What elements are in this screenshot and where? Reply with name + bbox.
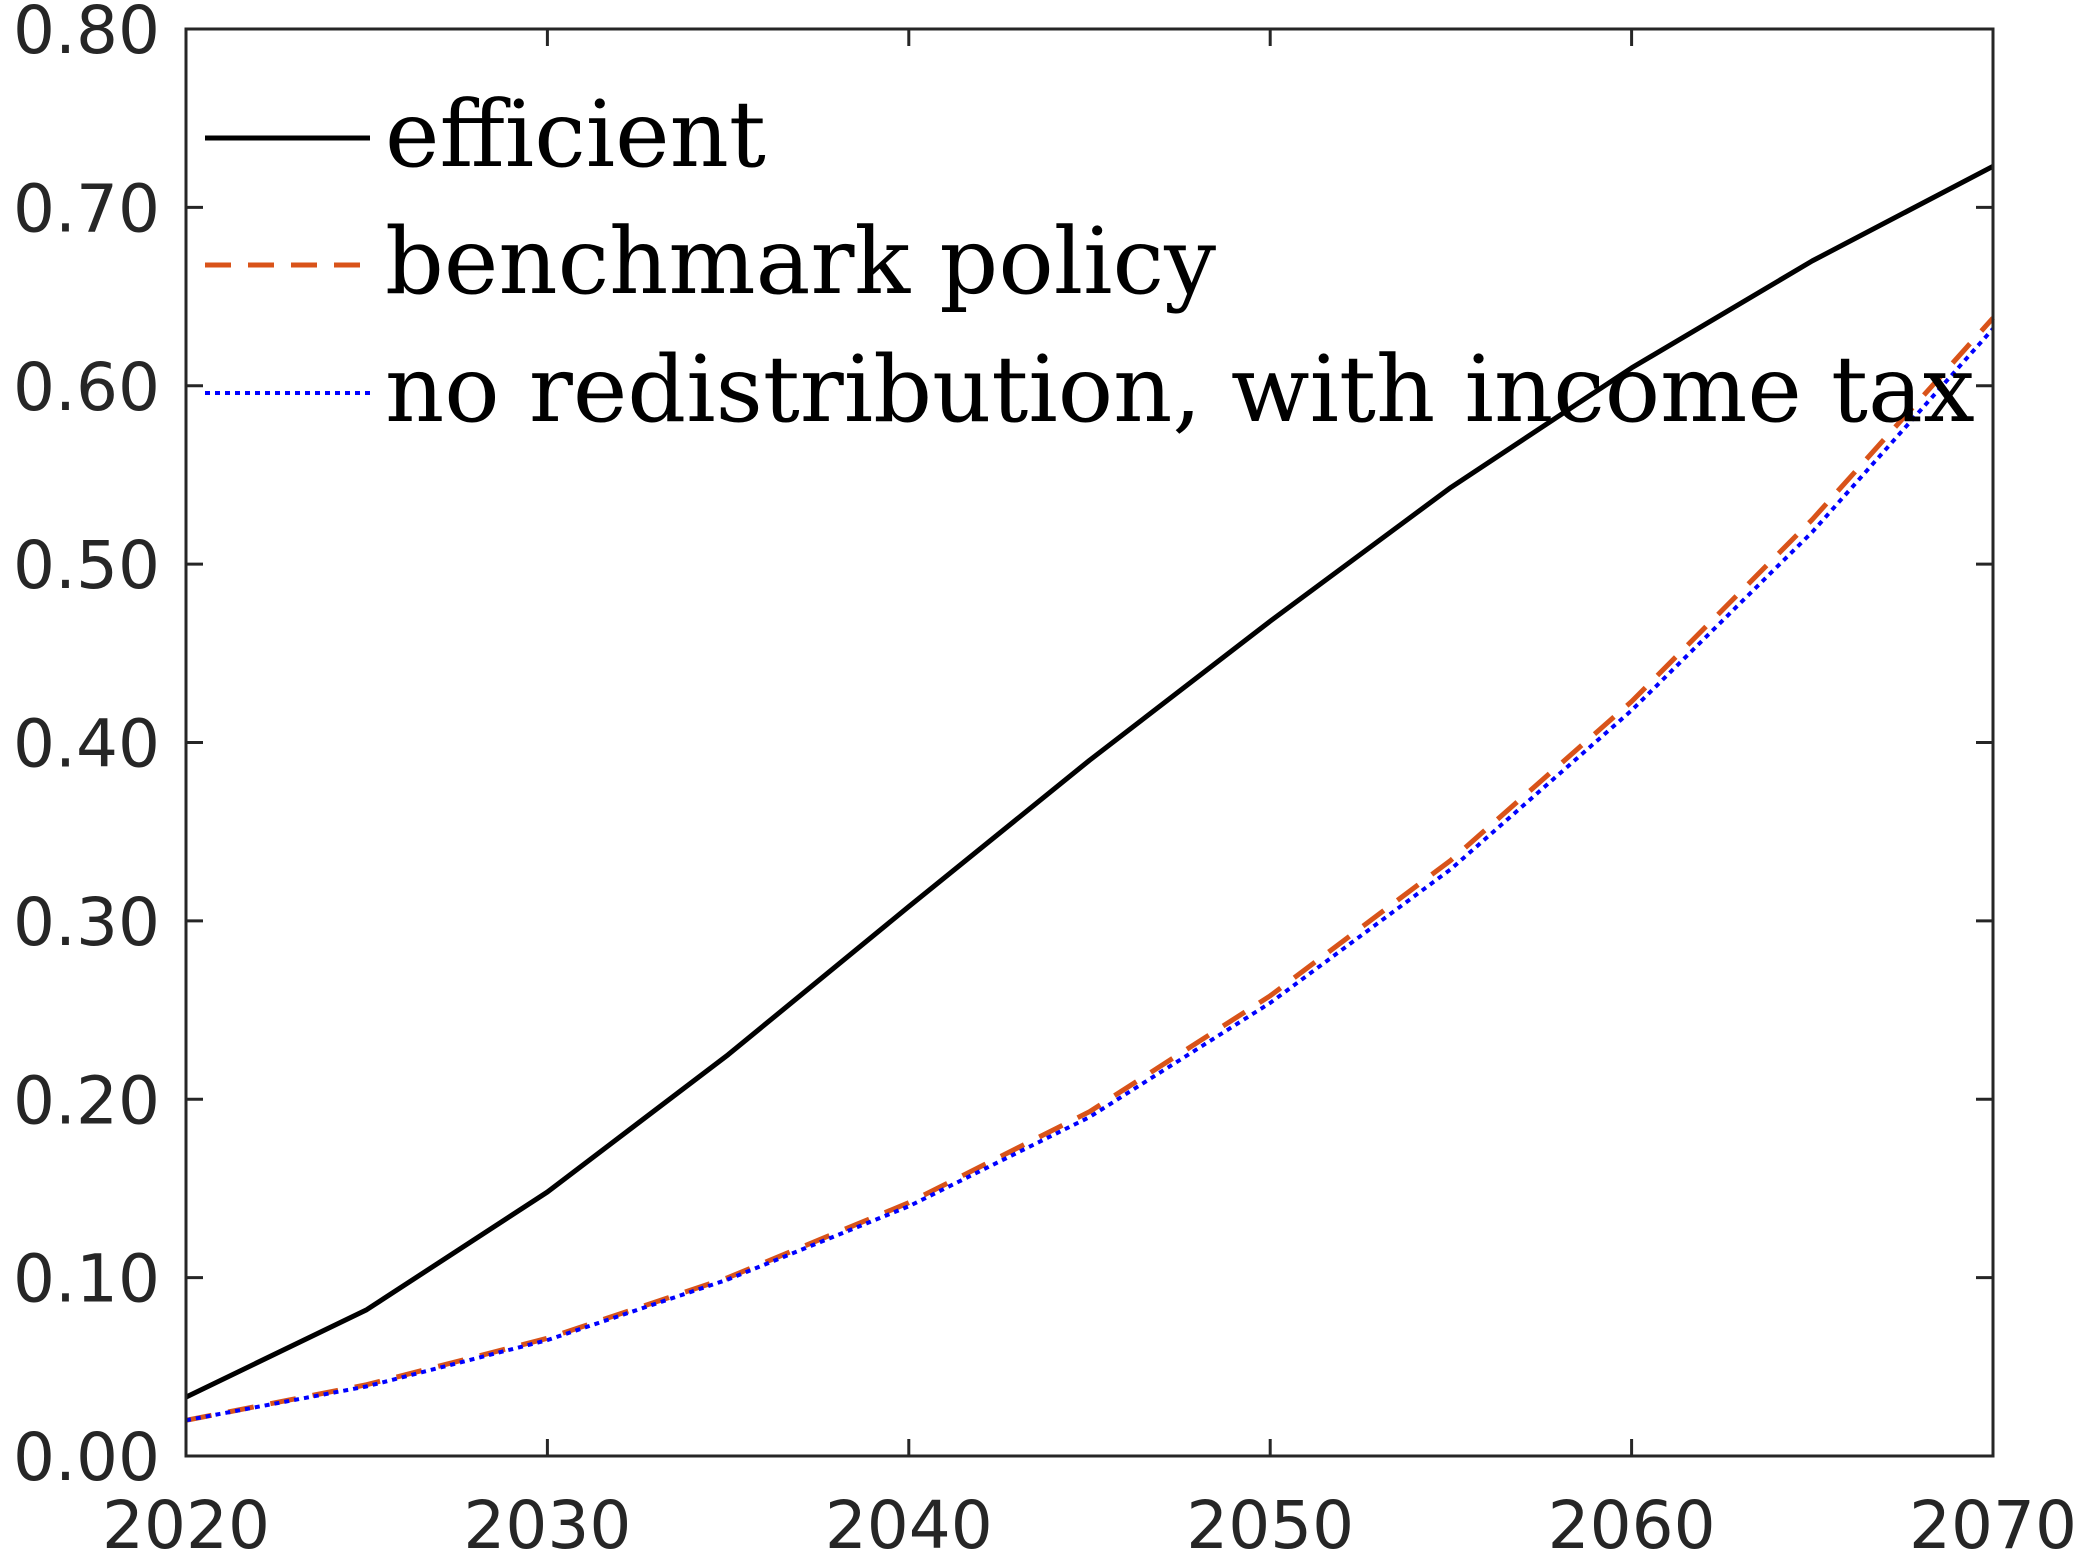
- x-tick-label: 2050: [1186, 1487, 1354, 1554]
- legend-label-1: efficient: [385, 81, 766, 188]
- y-axis-ticks: 0.00 0.10 0.20 0.30 0.40 0.50 0.60 0.70 0.80: [13, 0, 1993, 1496]
- series-layer: [184, 164, 1995, 1423]
- legend-label-3: no redistribution, with income tax: [385, 336, 1975, 443]
- y-tick-label: 0.70: [13, 170, 160, 247]
- y-tick-label: 0.80: [13, 0, 160, 69]
- x-tick-label: 2060: [1548, 1487, 1716, 1554]
- x-tick-label: 2040: [825, 1487, 993, 1554]
- plot-area: [186, 29, 1993, 1456]
- x-axis-ticks: 2020 2030 2040 2050 2060 2070: [102, 29, 2077, 1554]
- y-tick-label: 0.30: [13, 884, 160, 961]
- y-tick-label: 0.00: [13, 1419, 160, 1496]
- x-tick-label: 2070: [1909, 1487, 2077, 1554]
- series-line-2: [185, 316, 1995, 1423]
- series-line-1: [184, 164, 1995, 1400]
- y-tick-label: 0.20: [13, 1062, 160, 1139]
- legend: efficient benchmark policy no redistributi…: [205, 81, 1975, 443]
- y-tick-label: 0.40: [13, 706, 160, 783]
- y-tick-label: 0.50: [13, 527, 160, 604]
- series-line-3: [185, 327, 1995, 1423]
- legend-label-2: benchmark policy: [385, 208, 1216, 315]
- x-tick-label: 2030: [463, 1487, 631, 1554]
- y-tick-label: 0.10: [13, 1241, 160, 1318]
- y-tick-label: 0.60: [13, 349, 160, 426]
- x-tick-label: 2020: [102, 1487, 270, 1554]
